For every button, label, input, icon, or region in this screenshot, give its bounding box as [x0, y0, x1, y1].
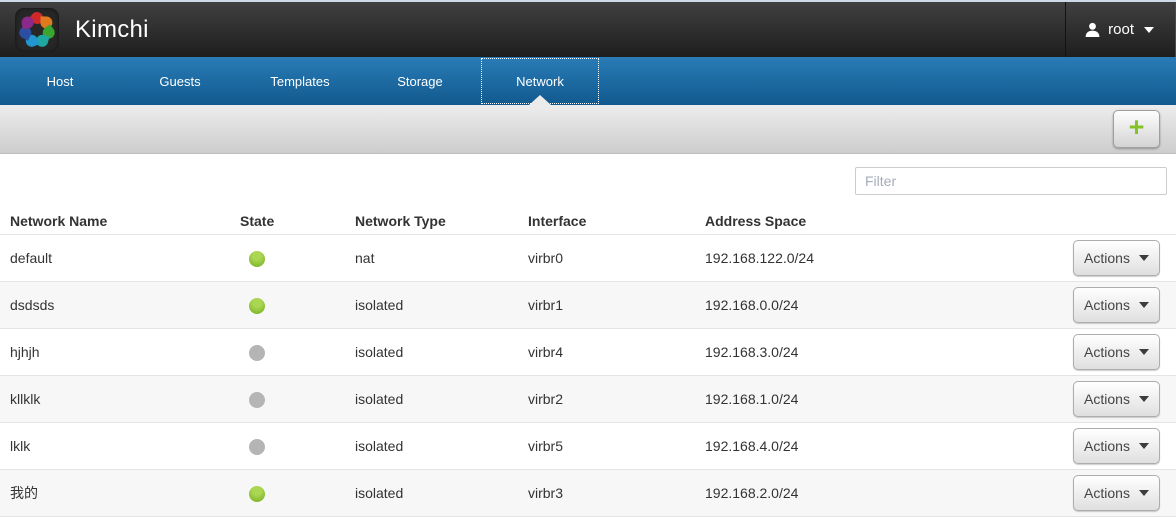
address-space-cell: 192.168.2.0/24 [705, 485, 799, 501]
actions-button[interactable]: Actions [1073, 475, 1160, 511]
tab-network[interactable]: Network [480, 57, 600, 105]
actions-button-label: Actions [1084, 297, 1130, 313]
actions-button-label: Actions [1084, 344, 1130, 360]
state-cell [240, 390, 355, 408]
network-type-cell: nat [355, 250, 375, 266]
network-type-cell: isolated [355, 297, 404, 313]
actions-toolbar: + [0, 105, 1176, 154]
chevron-down-icon [1138, 396, 1149, 402]
interface-cell: virbr5 [528, 438, 564, 454]
table-row: 我的 isolated virbr3 192.168.2.0/24 Action… [0, 470, 1176, 517]
tab-storage[interactable]: Storage [397, 73, 443, 89]
table-row: dsdsds isolated virbr1 192.168.0.0/24 Ac… [0, 282, 1176, 329]
chevron-down-icon [1138, 349, 1149, 355]
app-title: Kimchi [75, 15, 149, 43]
col-network-type: Network Type [355, 212, 446, 229]
add-network-button[interactable]: + [1113, 110, 1160, 148]
actions-button-label: Actions [1084, 438, 1130, 454]
actions-cell: Actions [1070, 240, 1160, 276]
actions-cell: Actions [1070, 475, 1160, 511]
network-table-body: default nat virbr0 192.168.122.0/24 Acti… [0, 235, 1176, 517]
network-name-cell: hjhjh [10, 344, 40, 360]
network-type-cell: isolated [355, 391, 404, 407]
network-type-cell: isolated [355, 485, 404, 501]
state-cell [240, 343, 355, 361]
interface-cell: virbr1 [528, 297, 564, 313]
state-indicator-icon [249, 485, 265, 502]
chevron-down-icon [1138, 255, 1149, 261]
col-state: State [240, 212, 275, 229]
chevron-down-icon [1138, 302, 1149, 308]
state-indicator-icon [249, 250, 265, 267]
network-name-cell: kllklk [10, 391, 41, 407]
state-cell [240, 249, 355, 267]
user-icon [1085, 22, 1100, 37]
interface-cell: virbr2 [528, 391, 564, 407]
actions-cell: Actions [1070, 334, 1160, 370]
actions-button[interactable]: Actions [1073, 428, 1160, 464]
top-accent-line [0, 0, 1176, 2]
state-cell [240, 296, 355, 314]
table-row: kllklk isolated virbr2 192.168.1.0/24 Ac… [0, 376, 1176, 423]
actions-button-label: Actions [1084, 250, 1130, 266]
address-space-cell: 192.168.1.0/24 [705, 391, 799, 407]
actions-button-label: Actions [1084, 485, 1130, 501]
state-cell [240, 484, 355, 502]
state-indicator-icon [249, 391, 265, 408]
state-cell [240, 437, 355, 455]
table-header-row: Network Name State Network Type Interfac… [0, 207, 1176, 235]
network-name-cell: dsdsds [10, 297, 55, 313]
state-indicator-icon [249, 438, 265, 455]
table-row: hjhjh isolated virbr4 192.168.3.0/24 Act… [0, 329, 1176, 376]
chevron-down-icon [1138, 490, 1149, 496]
address-space-cell: 192.168.0.0/24 [705, 297, 799, 313]
plus-icon: + [1128, 112, 1145, 142]
interface-cell: virbr0 [528, 250, 564, 266]
actions-button[interactable]: Actions [1073, 381, 1160, 417]
app-header: Kimchi root [0, 2, 1176, 57]
col-interface: Interface [528, 212, 587, 229]
state-indicator-icon [249, 297, 265, 314]
actions-button[interactable]: Actions [1073, 240, 1160, 276]
tab-guests[interactable]: Guests [159, 73, 201, 89]
main-tab-bar: Host Guests Templates Storage Network [0, 57, 1176, 105]
interface-cell: virbr3 [528, 485, 564, 501]
tab-host[interactable]: Host [46, 73, 74, 89]
address-space-cell: 192.168.3.0/24 [705, 344, 799, 360]
network-name-cell: 我的 [10, 485, 38, 501]
col-address-space: Address Space [705, 212, 807, 229]
actions-button[interactable]: Actions [1073, 334, 1160, 370]
actions-button[interactable]: Actions [1073, 287, 1160, 323]
network-type-cell: isolated [355, 438, 404, 454]
user-menu[interactable]: root [1065, 2, 1176, 57]
network-name-cell: default [10, 250, 53, 266]
filter-row [0, 154, 1176, 195]
actions-cell: Actions [1070, 381, 1160, 417]
chevron-down-icon [1138, 443, 1149, 449]
network-type-cell: isolated [355, 344, 404, 360]
network-name-cell: lklk [10, 438, 31, 454]
actions-button-label: Actions [1084, 391, 1130, 407]
tab-templates[interactable]: Templates [270, 73, 330, 89]
table-row: lklk isolated virbr5 192.168.4.0/24 Acti… [0, 423, 1176, 470]
actions-cell: Actions [1070, 428, 1160, 464]
user-name: root [1108, 21, 1134, 38]
interface-cell: virbr4 [528, 344, 564, 360]
filter-input[interactable] [855, 167, 1167, 195]
address-space-cell: 192.168.4.0/24 [705, 438, 799, 454]
address-space-cell: 192.168.122.0/24 [705, 250, 814, 266]
col-network-name: Network Name [10, 212, 108, 229]
chevron-down-icon [1144, 26, 1154, 33]
table-row: default nat virbr0 192.168.122.0/24 Acti… [0, 235, 1176, 282]
network-table: Network Name State Network Type Interfac… [0, 207, 1176, 517]
actions-cell: Actions [1070, 287, 1160, 323]
state-indicator-icon [249, 344, 265, 361]
kimchi-logo-icon [15, 7, 59, 52]
